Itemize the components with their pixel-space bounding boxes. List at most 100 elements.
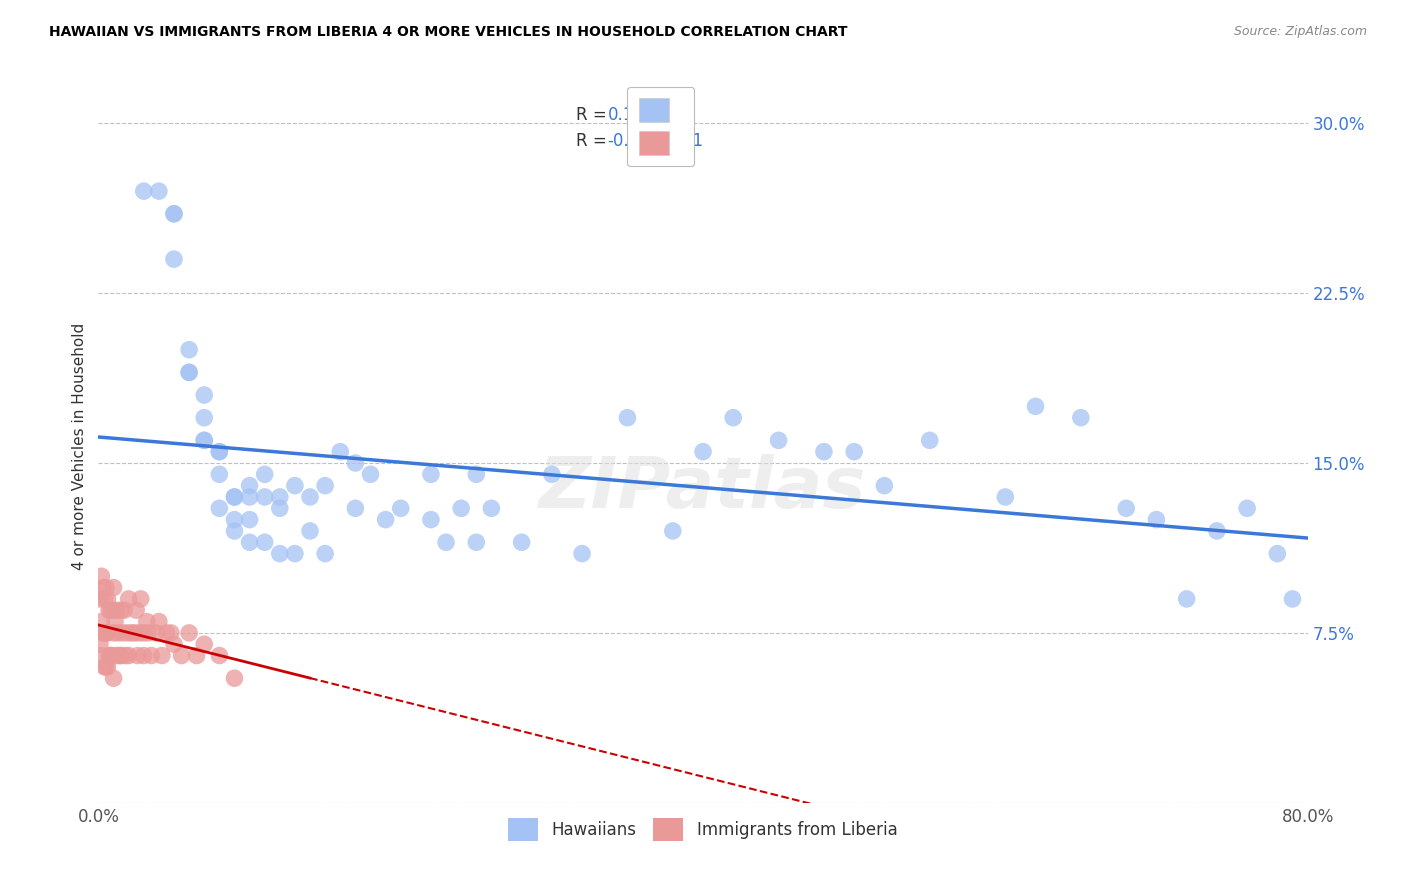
Point (179, 365, 201, 379)
Point (110, 603, 132, 617)
Point (93, 660, 115, 674)
Point (90, 648, 112, 663)
Point (420, 513, 443, 527)
Point (299, 524, 322, 538)
Point (344, 456, 367, 470)
Point (208, 501, 231, 516)
Point (193, 434, 215, 448)
Point (269, 547, 291, 561)
Point (1175, 591, 1198, 606)
Point (481, 501, 503, 516)
Point (98, 648, 121, 663)
Point (103, 626, 125, 640)
Point (103, 581, 125, 595)
Point (96, 591, 118, 606)
Point (420, 467, 443, 482)
Text: 61: 61 (682, 132, 703, 150)
Point (91, 626, 114, 640)
Point (148, 184, 170, 198)
Point (224, 671, 246, 685)
Point (118, 648, 141, 663)
Point (91, 581, 114, 595)
Point (239, 478, 262, 492)
Point (90, 615, 112, 629)
Point (253, 490, 276, 504)
Point (101, 603, 124, 617)
Point (510, 535, 533, 549)
Point (105, 603, 128, 617)
Point (100, 648, 122, 663)
Point (1115, 501, 1137, 516)
Point (129, 591, 152, 606)
Point (179, 365, 201, 379)
Point (90, 569, 112, 583)
Point (179, 626, 201, 640)
Point (844, 444, 866, 458)
Point (571, 547, 593, 561)
Point (299, 490, 322, 504)
Point (163, 207, 186, 221)
Point (89, 591, 111, 606)
Point (101, 648, 124, 663)
Point (269, 490, 291, 504)
Point (208, 444, 231, 458)
Point (374, 513, 396, 527)
Point (208, 467, 231, 482)
Point (96, 626, 118, 640)
Point (360, 467, 382, 482)
Text: 0.110: 0.110 (607, 106, 655, 124)
Point (94, 626, 117, 640)
Point (112, 603, 135, 617)
Point (239, 490, 262, 504)
Point (132, 648, 155, 663)
Point (108, 648, 131, 663)
Point (329, 444, 352, 458)
Point (224, 524, 246, 538)
Point (150, 648, 173, 663)
Point (994, 490, 1017, 504)
Point (813, 444, 835, 458)
Point (193, 434, 215, 448)
Point (163, 252, 186, 266)
Point (224, 490, 246, 504)
Point (1281, 591, 1303, 606)
Point (103, 671, 125, 685)
Point (170, 648, 193, 663)
Point (434, 535, 457, 549)
Point (389, 501, 412, 516)
Point (118, 591, 141, 606)
Point (124, 626, 146, 640)
Point (104, 615, 127, 629)
Point (1024, 400, 1046, 414)
Point (145, 626, 167, 640)
Point (125, 603, 148, 617)
Legend: Hawaiians, Immigrants from Liberia: Hawaiians, Immigrants from Liberia (502, 811, 904, 848)
Point (253, 467, 276, 482)
Point (100, 603, 122, 617)
Point (253, 535, 276, 549)
Point (128, 626, 150, 640)
Text: N =: N = (645, 106, 692, 124)
Point (1267, 547, 1289, 561)
Point (115, 626, 138, 640)
Point (540, 467, 562, 482)
Text: R =: R = (576, 132, 612, 150)
Point (121, 626, 143, 640)
Point (163, 207, 186, 221)
Point (661, 524, 683, 538)
Point (160, 626, 183, 640)
Point (93, 626, 115, 640)
Point (450, 501, 472, 516)
Point (93, 591, 115, 606)
Point (141, 648, 163, 663)
Point (224, 513, 246, 527)
Point (873, 478, 896, 492)
Point (193, 388, 215, 402)
Point (132, 626, 155, 640)
Point (918, 434, 941, 448)
Point (107, 626, 129, 640)
Point (193, 637, 215, 651)
Point (1236, 501, 1258, 516)
Point (208, 648, 231, 663)
Point (111, 626, 134, 640)
